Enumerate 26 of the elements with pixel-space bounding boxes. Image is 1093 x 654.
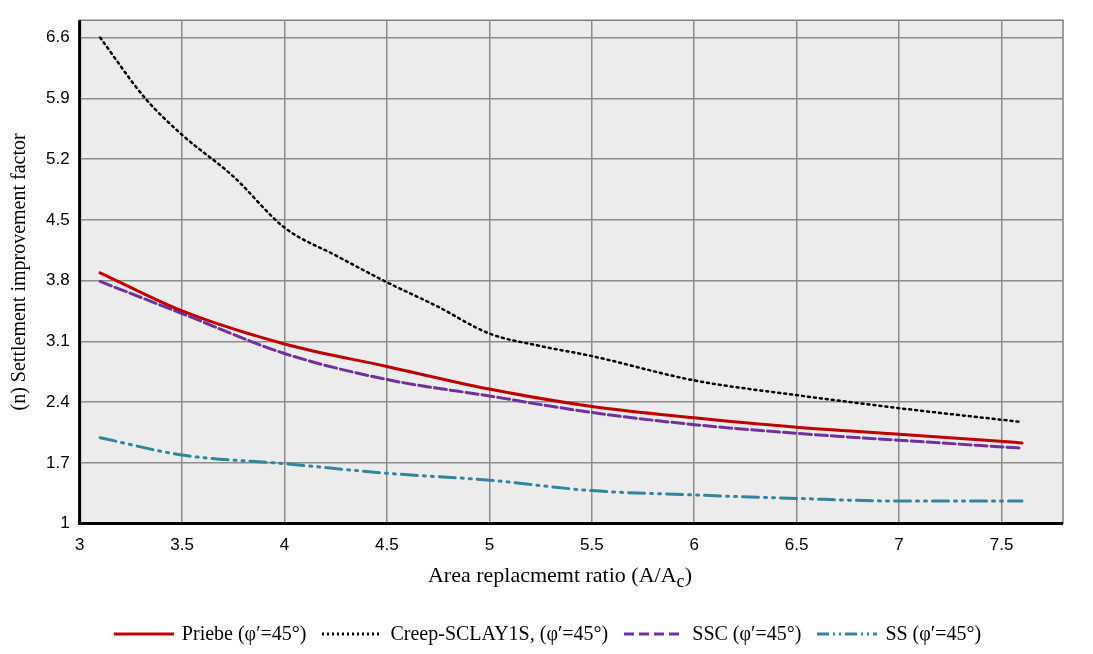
x-tick-label: 7	[894, 535, 904, 555]
x-tick-label: 7.5	[989, 535, 1014, 555]
y-axis-title: (n) Settlement improvement factor	[7, 133, 31, 411]
y-tick-label: 3.8	[45, 270, 70, 290]
legend-label: Priebe (φ′=45°)	[181, 622, 307, 645]
y-tick-label: 4.5	[45, 209, 70, 229]
legend-label: SSC (φ′=45°)	[692, 622, 802, 645]
x-tick-label: 4	[279, 535, 290, 555]
x-axis-title: Area replacmemt ratio (A/A$_{c}$)	[426, 562, 694, 593]
y-tick-label: 3.1	[45, 331, 70, 351]
y-tick-label: 5.9	[45, 88, 70, 107]
x-tick-label: 3.5	[170, 535, 194, 555]
x-tick-label: 6	[689, 535, 699, 555]
y-tick-label: 6.6	[45, 27, 70, 47]
x-tick-label: 5.5	[579, 535, 604, 555]
y-tick-label: 1	[60, 513, 70, 533]
y-tick-label: 5.2	[45, 148, 70, 168]
legend-label: SS (φ′=45°)	[885, 622, 982, 645]
y-tick-label: 1.7	[45, 452, 70, 472]
legend-label: Creep-SCLAY1S, (φ′=45°)	[390, 622, 609, 645]
x-tick-label: 6.5	[784, 535, 809, 555]
x-tick-label: 5	[484, 535, 495, 555]
x-tick-label: 4.5	[375, 535, 399, 555]
x-tick-label: 3	[74, 535, 85, 555]
y-tick-label: 2.4	[45, 391, 70, 411]
line-series	[98, 436, 1024, 503]
